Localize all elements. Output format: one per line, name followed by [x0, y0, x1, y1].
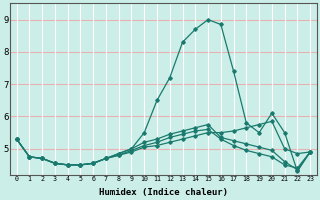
X-axis label: Humidex (Indice chaleur): Humidex (Indice chaleur): [99, 188, 228, 197]
